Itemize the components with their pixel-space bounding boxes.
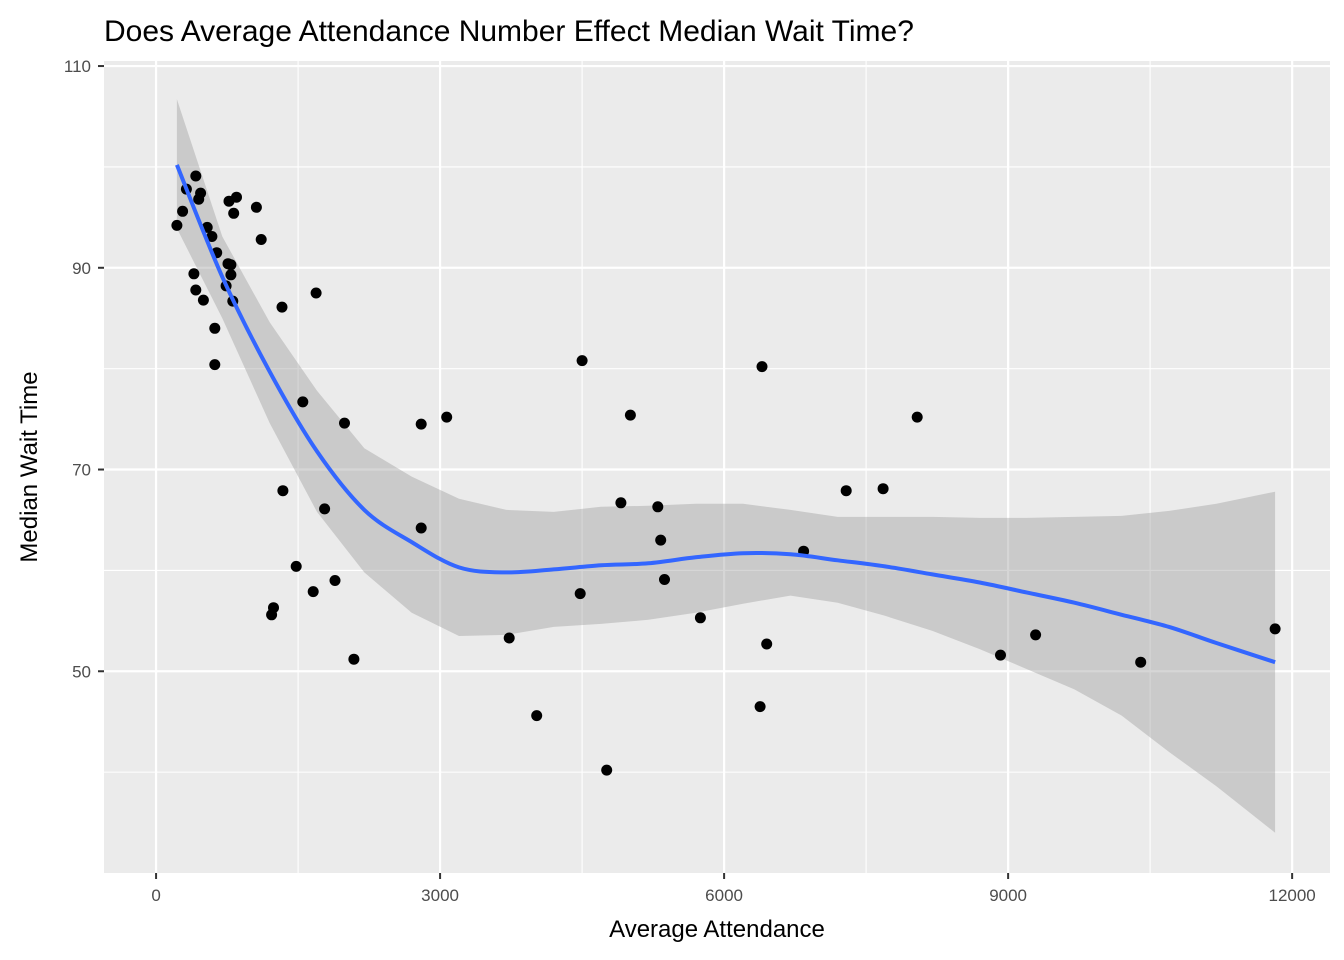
data-point xyxy=(624,409,636,421)
data-point xyxy=(206,231,218,242)
data-point xyxy=(694,612,706,624)
smooth-line xyxy=(175,164,1276,665)
data-point xyxy=(225,259,237,271)
data-point xyxy=(531,710,543,722)
data-point xyxy=(297,396,309,408)
y-tick-label: 110 xyxy=(64,57,91,76)
data-point xyxy=(441,411,453,423)
data-point xyxy=(225,269,237,281)
data-point xyxy=(339,417,350,429)
y-tick-label: 50 xyxy=(72,662,91,681)
data-point xyxy=(231,191,242,203)
data-point xyxy=(655,534,667,546)
data-point xyxy=(659,574,670,585)
data-point xyxy=(574,588,586,600)
data-point xyxy=(329,575,341,586)
y-tick-label: 90 xyxy=(72,259,91,278)
confidence-ribbon xyxy=(176,99,1276,833)
data-point xyxy=(415,522,427,534)
data-point xyxy=(754,701,766,713)
x-axis-title: Average Attendance xyxy=(609,916,825,943)
data-point xyxy=(190,170,202,182)
data-point xyxy=(307,586,319,598)
data-point xyxy=(877,483,889,495)
data-point xyxy=(190,284,202,296)
chart-title: Does Average Attendance Number Effect Me… xyxy=(104,15,914,48)
data-point xyxy=(250,201,262,213)
data-point xyxy=(995,649,1006,661)
data-point xyxy=(415,418,427,430)
major-gridlines xyxy=(104,61,1330,873)
data-point xyxy=(188,268,200,280)
data-points xyxy=(171,170,1281,776)
y-axis-title: Median Wait Time xyxy=(16,371,43,562)
x-tick-label: 6000 xyxy=(705,886,743,905)
minor-gridlines xyxy=(104,61,1330,873)
data-point xyxy=(255,234,267,245)
data-point xyxy=(310,287,322,299)
data-point xyxy=(277,485,289,497)
data-point xyxy=(1135,656,1147,668)
data-point xyxy=(840,485,852,497)
data-point xyxy=(268,602,279,614)
y-tick-label: 70 xyxy=(72,461,91,480)
data-point xyxy=(615,497,627,509)
data-point xyxy=(209,359,221,371)
x-tick-label: 9000 xyxy=(989,886,1027,905)
data-point xyxy=(290,560,302,572)
data-point xyxy=(652,501,664,513)
data-point xyxy=(1030,629,1042,641)
data-point xyxy=(319,503,331,515)
plot-panel xyxy=(104,61,1330,873)
data-point xyxy=(177,205,189,217)
x-tick-label: 12000 xyxy=(1268,886,1315,905)
data-point xyxy=(171,219,183,231)
data-point xyxy=(601,764,613,776)
x-tick-label: 3000 xyxy=(421,886,459,905)
data-point xyxy=(503,632,515,644)
data-point xyxy=(911,411,923,423)
data-point xyxy=(197,294,209,306)
y-axis-ticks: 50 70 90 110 xyxy=(64,57,104,681)
data-point xyxy=(1269,623,1281,635)
data-point xyxy=(195,187,207,199)
data-point xyxy=(756,361,768,373)
data-point xyxy=(276,301,288,313)
data-point xyxy=(348,653,360,665)
data-point xyxy=(576,355,588,367)
data-point xyxy=(228,207,240,219)
x-tick-label: 0 xyxy=(151,886,160,905)
data-point xyxy=(209,322,221,334)
data-point xyxy=(761,638,773,650)
x-axis-ticks: 0 3000 6000 9000 12000 xyxy=(151,873,1316,905)
